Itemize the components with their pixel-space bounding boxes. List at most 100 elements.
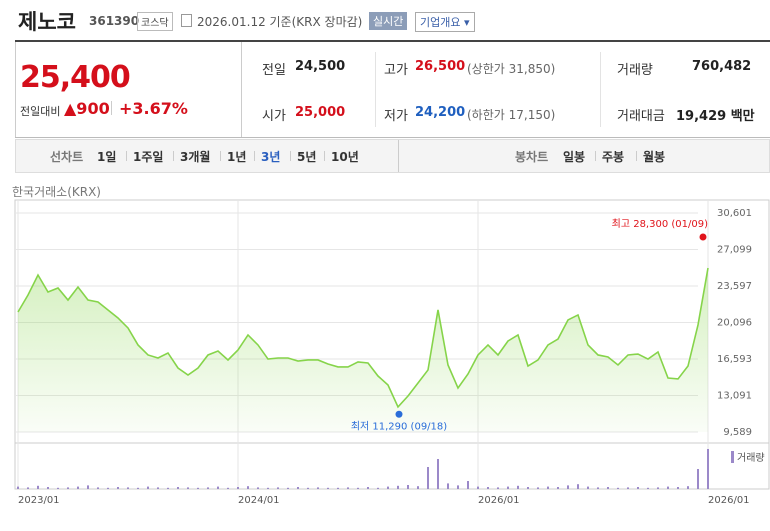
volume-bar [367, 487, 369, 489]
volume-bar [27, 487, 29, 489]
volume-bar [57, 487, 59, 489]
volume-bar [217, 486, 219, 489]
limit: (상한가 31,850) [467, 62, 556, 76]
volume-bar [187, 487, 189, 489]
volume-bar [17, 486, 19, 489]
volume-bar [97, 487, 99, 489]
volume-bar [437, 459, 439, 489]
volume-bar [427, 467, 429, 489]
volume-bar [497, 487, 499, 489]
y-tick-label: 16,593 [717, 354, 752, 365]
volume-bar [697, 469, 699, 489]
volume-bar [457, 485, 459, 489]
tab-sep [126, 151, 127, 161]
market-badge: 코스닥 [137, 12, 173, 31]
volume-bar [377, 487, 379, 489]
tab[interactable]: 3년 [261, 150, 281, 164]
volume-bar [317, 487, 319, 489]
divider [600, 52, 601, 127]
tab[interactable]: 10년 [331, 150, 359, 164]
high-label: 최고 28,300 (01/09) [612, 218, 708, 230]
volume-bar [627, 487, 629, 489]
volume-bar [597, 487, 599, 489]
volume-bar [277, 487, 279, 489]
y-tick-label: 13,091 [717, 391, 752, 402]
volume-bar [247, 486, 249, 489]
volume-bar [687, 486, 689, 489]
label: 거래대금 [617, 109, 665, 124]
high-marker [699, 233, 707, 241]
volume-bar [477, 486, 479, 489]
legend-label: 거래량 [737, 452, 765, 464]
tab[interactable]: 월봉 [643, 150, 666, 164]
realtime-badge: 실시간 [369, 12, 408, 30]
volume-bar [67, 487, 69, 489]
tab-sep [636, 151, 637, 161]
low-label: 최저 11,290 (09/18) [351, 420, 447, 432]
current-price: 25,400 [20, 60, 131, 95]
value: 760,482 [692, 59, 752, 74]
divider [111, 101, 112, 115]
overview-button[interactable]: 기업개요 ▾ [415, 12, 475, 32]
divider [398, 140, 399, 172]
price-area [18, 268, 708, 432]
volume-bar [657, 487, 659, 489]
volume-bar [167, 487, 169, 489]
x-tick-label: 2024/01 [238, 495, 280, 506]
stock-name: 제노코 [18, 10, 76, 34]
volume-bar [87, 485, 89, 489]
volume-bar [327, 487, 329, 489]
volume-bar [227, 487, 229, 489]
volume-bar [707, 449, 709, 489]
tab-sep [595, 151, 596, 161]
volume-bar [537, 487, 539, 489]
label: 저가 [384, 109, 408, 124]
volume-bar [307, 487, 309, 489]
tab[interactable]: 일봉 [563, 150, 586, 164]
volume-bar [77, 486, 79, 489]
value: 24,500 [295, 59, 346, 74]
tab[interactable]: 3개월 [180, 150, 211, 164]
y-tick-label: 27,099 [717, 245, 752, 256]
x-tick-label: 2026/01 [478, 495, 520, 506]
volume-bar [557, 487, 559, 489]
tab[interactable]: 5년 [297, 150, 317, 164]
volume-bar [447, 483, 449, 489]
volume-bar [637, 487, 639, 489]
volume-bar [677, 487, 679, 489]
label: 시가 [262, 109, 286, 124]
x-tick-label: 2026/01 [708, 495, 750, 506]
label: 고가 [384, 63, 408, 78]
volume-bar [267, 487, 269, 489]
y-tick-label: 23,597 [717, 281, 752, 292]
volume-bar [607, 487, 609, 489]
tab-group-label: 봉차트 [515, 150, 549, 164]
volume-bar [107, 487, 109, 489]
volume-bar [297, 487, 299, 489]
tab-sep [324, 151, 325, 161]
y-tick-label: 30,601 [717, 208, 752, 219]
volume-bar [417, 486, 419, 489]
tab-sep [290, 151, 291, 161]
value: 26,500 [415, 59, 466, 74]
volume-bar [577, 484, 579, 489]
tab[interactable]: 1일 [97, 150, 117, 164]
divider [241, 42, 242, 137]
price-line [17, 267, 709, 409]
value: 25,000 [295, 105, 346, 120]
volume-bar [137, 487, 139, 489]
tab[interactable]: 1년 [227, 150, 247, 164]
tab[interactable]: 1주일 [133, 150, 164, 164]
tab[interactable]: 주봉 [602, 150, 625, 164]
volume-bar [587, 486, 589, 489]
volume-bar [567, 485, 569, 489]
volume-bar [147, 486, 149, 489]
volume-bar [547, 486, 549, 489]
volume-bar [387, 486, 389, 489]
change-rate: +3.67% [119, 99, 188, 118]
volume-bar [257, 487, 259, 489]
volume-bar [357, 487, 359, 489]
date: 2026.01.12 기준(KRX 장마감) [197, 15, 363, 29]
